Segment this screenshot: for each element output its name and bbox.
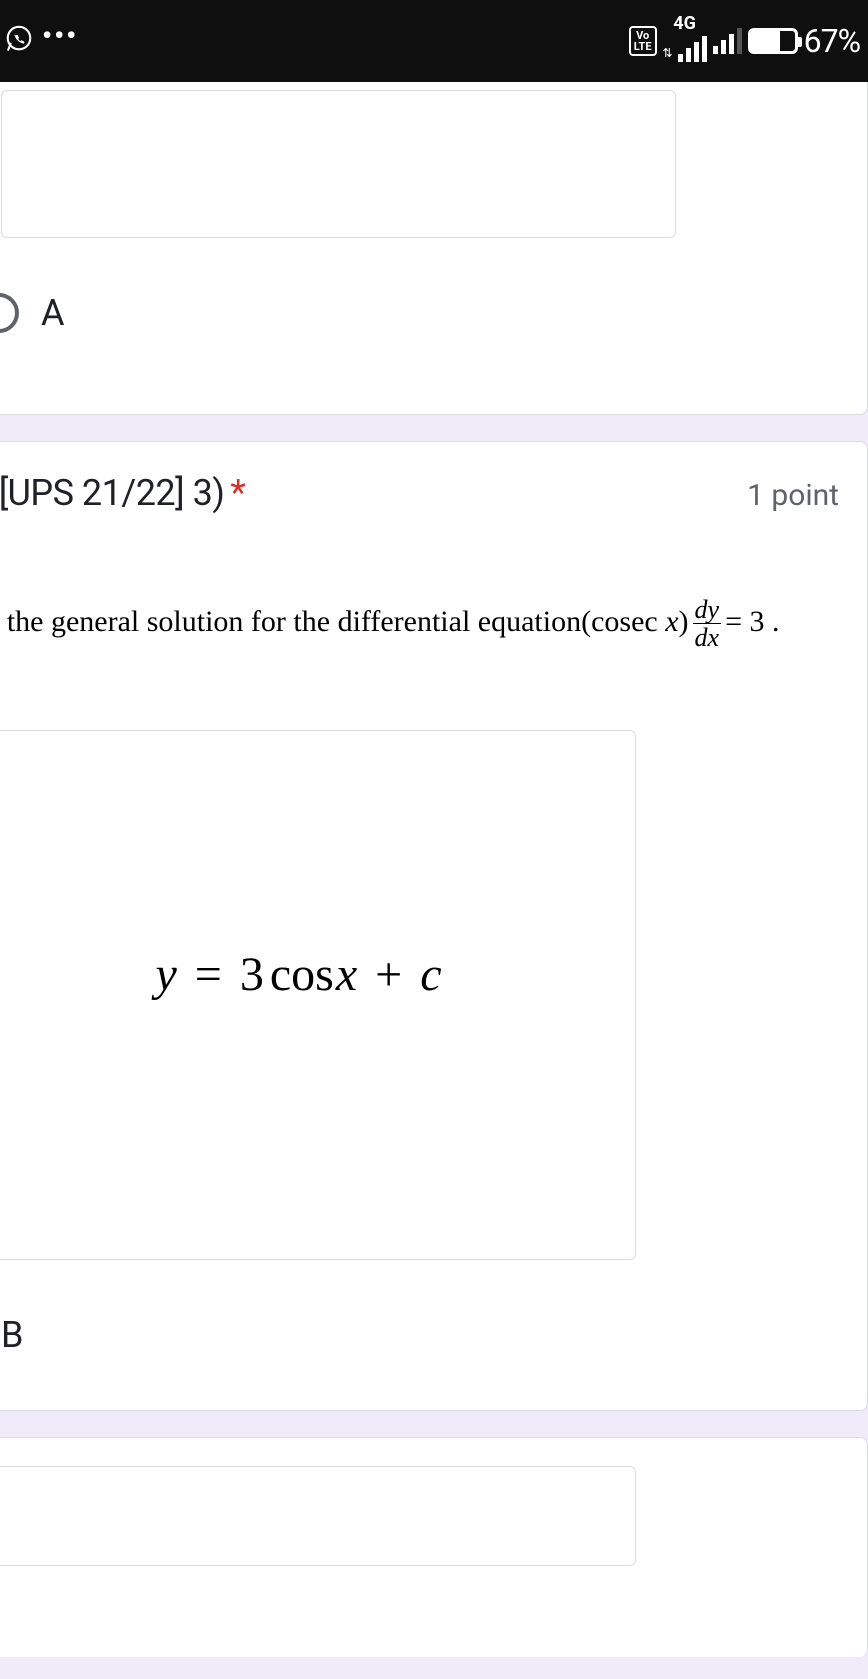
network-label: 4G (673, 13, 696, 34)
battery-icon (748, 28, 798, 54)
whatsapp-icon[interactable] (4, 24, 34, 58)
option-row-b[interactable]: B (0, 1300, 839, 1376)
answer-equation: y = 3cosx + c (155, 947, 441, 1002)
question-points: 1 point (747, 478, 839, 513)
radio-a[interactable] (0, 293, 19, 333)
more-icon[interactable]: ••• (42, 19, 78, 52)
volte-bottom: LTE (634, 41, 652, 52)
status-bar: ••• Vo LTE 4G ⇅ 67% (0, 0, 868, 82)
battery-fill (751, 31, 780, 51)
option-b-image: y = 3cosx + c (0, 730, 636, 1260)
signal-icon-2 (713, 28, 742, 54)
question-prompt: ind the general solution for the differe… (0, 594, 839, 650)
option-image-placeholder (1, 90, 676, 238)
next-option-card (0, 1437, 868, 1657)
previous-question-card: A (0, 82, 868, 415)
battery-text: 67% (804, 22, 860, 60)
option-row-a[interactable]: A (1, 278, 839, 374)
signal-icon: ⇅ (663, 36, 707, 62)
question-card: ⚑[UPS 21/22] 3)* 1 point ind the general… (0, 441, 868, 1411)
option-b-label: B (1, 1314, 23, 1356)
volte-icon: Vo LTE (629, 26, 657, 56)
option-a-label: A (41, 292, 64, 334)
option-image-placeholder-bottom (0, 1466, 636, 1566)
question-title: ⚑[UPS 21/22] 3)* (0, 472, 245, 514)
